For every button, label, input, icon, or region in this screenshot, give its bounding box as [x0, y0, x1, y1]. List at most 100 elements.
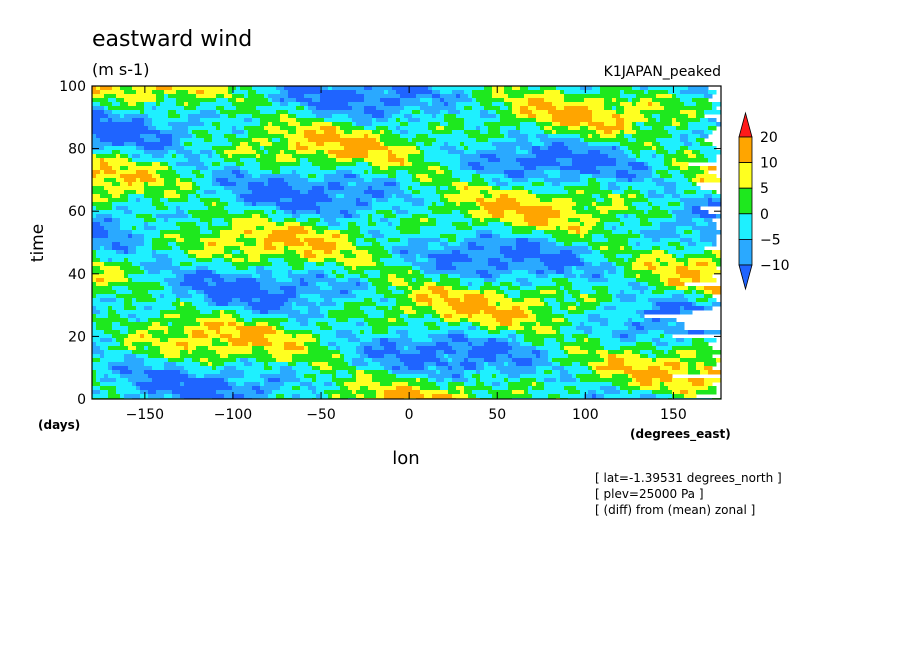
field-cell — [400, 134, 417, 139]
field-cell — [216, 390, 257, 395]
field-cell — [420, 350, 437, 355]
field-cell — [444, 354, 449, 359]
field-cell — [248, 254, 261, 259]
field-cell — [664, 250, 669, 255]
field-cell — [584, 258, 609, 263]
field-cell — [204, 278, 213, 283]
field-cell — [576, 378, 581, 383]
field-cell — [152, 118, 189, 123]
field-cell — [452, 170, 477, 175]
field-cell — [580, 378, 633, 383]
field-cell — [324, 118, 353, 123]
field-cell — [272, 354, 293, 359]
field-cell — [392, 366, 401, 371]
field-cell — [632, 230, 641, 235]
field-cell — [676, 246, 685, 251]
field-cell — [260, 310, 269, 315]
field-cell — [372, 298, 381, 303]
field-cell — [168, 110, 177, 115]
field-cell — [640, 274, 661, 279]
field-cell — [236, 266, 249, 271]
field-cell — [248, 302, 285, 307]
field-cell — [356, 174, 361, 179]
field-cell — [540, 258, 581, 263]
field-cell — [220, 122, 261, 127]
field-cell — [244, 370, 281, 375]
field-cell — [116, 154, 121, 159]
x-tick-label: −100 — [214, 407, 252, 423]
field-cell — [308, 282, 317, 287]
field-cell — [124, 298, 133, 303]
field-cell — [380, 298, 389, 303]
field-cell — [676, 254, 685, 259]
field-cell — [412, 202, 425, 207]
field-cell — [572, 242, 589, 247]
field-cell — [212, 174, 237, 179]
field-cell — [280, 386, 293, 391]
x-unit-label: (degrees_east) — [630, 427, 731, 442]
field-cell — [664, 334, 673, 339]
field-cell — [560, 330, 585, 335]
field-cell — [220, 162, 237, 167]
field-cell — [324, 142, 341, 147]
field-cell — [520, 130, 545, 135]
field-cell — [356, 162, 369, 167]
field-cell — [120, 370, 133, 375]
field-cell — [128, 158, 133, 163]
field-cell — [680, 390, 689, 395]
field-cell — [356, 370, 365, 375]
field-cell — [484, 218, 501, 223]
field-cell — [592, 274, 601, 279]
field-cell — [524, 326, 533, 331]
field-cell — [692, 150, 701, 155]
field-cell — [472, 322, 481, 327]
field-cell — [404, 318, 441, 323]
x-tick-label: 150 — [660, 407, 687, 423]
field-cell — [252, 214, 261, 219]
field-cell — [96, 86, 101, 91]
field-cell — [228, 342, 233, 347]
field-cell — [552, 206, 573, 211]
field-cell — [92, 130, 161, 135]
field-cell — [352, 250, 369, 255]
field-cell — [668, 386, 709, 391]
field-cell — [396, 170, 409, 175]
field-cell — [232, 298, 241, 303]
field-cell — [360, 274, 369, 279]
field-cell — [140, 178, 157, 183]
field-cell — [156, 94, 165, 99]
field-cell — [304, 238, 325, 243]
field-cell — [292, 214, 301, 219]
field-cell — [368, 162, 373, 167]
field-cell — [480, 370, 501, 375]
field-cell — [344, 266, 353, 271]
field-cell — [292, 270, 309, 275]
field-cell — [608, 358, 625, 363]
field-cell — [324, 174, 345, 179]
field-cell — [188, 114, 221, 119]
field-cell — [232, 334, 241, 339]
field-cell — [632, 318, 645, 323]
field-cell — [340, 354, 345, 359]
field-cell — [348, 234, 365, 239]
field-cell — [192, 294, 205, 299]
field-cell — [412, 186, 437, 191]
field-cell — [656, 354, 681, 359]
field-cell — [360, 278, 369, 283]
field-cell — [672, 210, 693, 215]
field-cell — [120, 394, 125, 399]
field-cell — [680, 170, 705, 175]
field-cell — [700, 142, 713, 147]
field-cell — [476, 370, 481, 375]
field-cell — [304, 342, 321, 347]
field-cell — [308, 318, 337, 323]
field-cell — [656, 150, 669, 155]
field-cell — [136, 318, 141, 323]
field-cell — [160, 350, 181, 355]
field-cell — [156, 86, 173, 91]
field-cell — [396, 194, 413, 199]
field-cell — [260, 286, 281, 291]
field-cell — [608, 318, 629, 323]
field-cell — [408, 138, 413, 143]
field-cell — [480, 190, 489, 195]
